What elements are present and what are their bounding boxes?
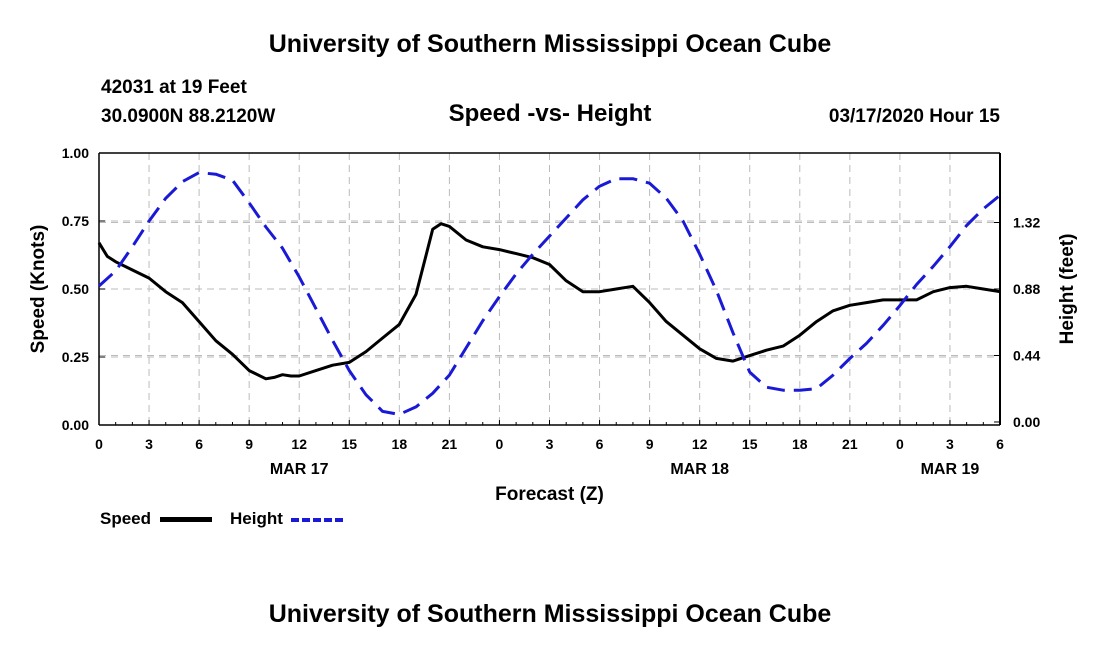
y2-tick-label: 0.88 [1013,281,1040,297]
chart-title: Speed -vs- Height [448,100,652,127]
legend-height-label: Height [230,509,283,528]
x-tick-label: 6 [996,436,1004,452]
x-tick-label: 6 [195,436,203,452]
x-tick-label: 15 [742,436,758,452]
y2-axis-label: Height (feet) [1057,234,1078,345]
y-tick-label: 0.50 [62,281,89,297]
x-tick-label: 3 [946,436,954,452]
y-tick-label: 0.25 [62,349,89,365]
top-title: University of Southern Mississippi Ocean… [268,30,832,58]
x-tick-label: 0 [896,436,904,452]
station-label: 42031 at 19 Feet [101,77,247,98]
station-coords: 30.0900N 88.2120W [101,106,276,127]
x-tick-label: 3 [145,436,153,452]
date-label: MAR 17 [270,461,329,478]
legend-speed-swatch [160,517,212,522]
x-tick-label: 12 [291,436,307,452]
speed-series-line [97,222,1001,381]
x-axis-label: Forecast (Z) [495,484,604,505]
legend-height-swatch [291,518,343,522]
legend-speed-label: Speed [100,509,152,528]
y-tick-label: 1.00 [62,145,89,161]
y2-tick-label: 0.00 [1013,414,1040,430]
x-tick-label: 0 [496,436,504,452]
x-tick-label: 9 [245,436,253,452]
y-tick-label: 0.75 [62,213,89,229]
x-tick-label: 12 [692,436,708,452]
x-tick-label: 6 [596,436,604,452]
y-axis-label: Speed (Knots) [28,225,49,354]
y-tick-label: 0.00 [62,417,89,433]
x-tick-label: 21 [442,436,458,452]
date-label: MAR 18 [670,461,729,478]
x-tick-label: 21 [842,436,858,452]
y2-tick-label: 1.32 [1013,215,1040,231]
x-tick-label: 3 [546,436,554,452]
x-tick-label: 0 [95,436,103,452]
x-tick-label: 18 [792,436,808,452]
date-label: 03/17/2020 Hour 15 [828,106,1000,127]
x-tick-label: 15 [341,436,357,452]
bottom-title: University of Southern Mississippi Ocean… [268,600,832,628]
y2-tick-label: 0.44 [1013,347,1040,363]
height-series-line [97,171,1001,416]
x-tick-label: 9 [646,436,654,452]
date-label: MAR 19 [921,461,980,478]
x-tick-label: 18 [392,436,408,452]
